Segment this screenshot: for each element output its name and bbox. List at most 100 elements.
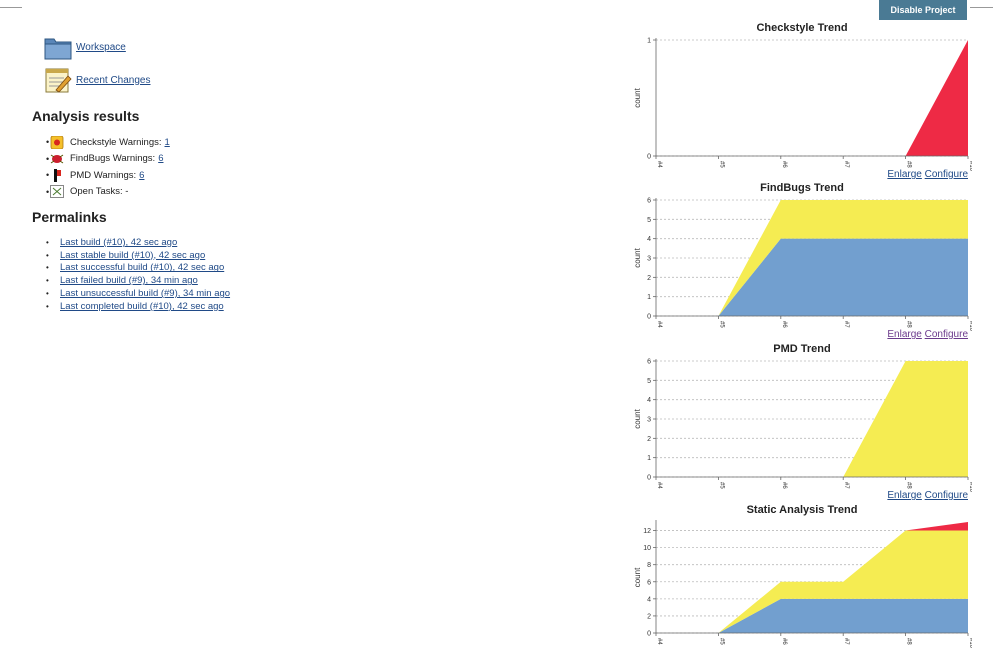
x-tick-label: #5 — [718, 638, 724, 645]
y-tick-label: 6 — [647, 579, 651, 586]
chart-title: Static Analysis Trend — [746, 504, 858, 516]
y-tick-label: 2 — [647, 436, 651, 443]
checkstyle-label: Checkstyle Warnings: — [70, 136, 162, 148]
series-area — [656, 40, 968, 156]
top-divider-right — [970, 7, 993, 8]
checkstyle-trend-plot: 0 1 #4 #5 #6 #7 #8 #10 count — [633, 38, 972, 172]
folder-icon — [44, 38, 72, 60]
permalink-last-completed-build[interactable]: Last completed build (#10), 42 sec ago — [60, 300, 224, 312]
y-tick-label: 1 — [647, 294, 651, 301]
static-analysis-trend-chart[interactable]: Static Analysis Trend 0 2 4 6 8 10 12 #4 #5 #6 #7 #… — [632, 503, 972, 654]
y-tick-label: 0 — [647, 154, 651, 161]
y-tick-label: 0 — [647, 475, 651, 482]
workspace-link[interactable]: Workspace — [76, 41, 126, 53]
chart-links: Enlarge Configure — [887, 490, 968, 501]
x-tick-label: #4 — [656, 321, 662, 328]
y-tick-label: 5 — [647, 217, 651, 224]
permalink-last-successful-build[interactable]: Last successful build (#10), 42 sec ago — [60, 262, 225, 274]
x-tick-label: #6 — [781, 482, 787, 489]
y-tick-label: 0 — [647, 631, 651, 638]
x-tick-label: #4 — [656, 161, 662, 168]
x-tick-label: #10 — [968, 638, 972, 649]
analysis-list: • Checkstyle Warnings: 1 • FindBugs Warn… — [32, 134, 170, 200]
x-tick-label: #6 — [781, 638, 787, 645]
analysis-item-findbugs: • FindBugs Warnings: 6 — [46, 153, 164, 165]
recent-changes-link[interactable]: Recent Changes — [76, 74, 151, 86]
permalink-last-build[interactable]: Last build (#10), 42 sec ago — [60, 236, 178, 248]
analysis-item-checkstyle: • Checkstyle Warnings: 1 — [46, 135, 170, 149]
x-tick-label: #5 — [718, 161, 724, 168]
y-tick-label: 4 — [647, 236, 651, 243]
x-tick-label: #10 — [968, 482, 972, 493]
broken-image-icon — [50, 185, 64, 199]
task-recent-changes[interactable]: Recent Changes — [44, 66, 151, 94]
x-tick-label: #5 — [718, 482, 724, 489]
y-tick-label: 3 — [647, 417, 651, 424]
disable-project-button[interactable]: Disable Project — [879, 0, 967, 20]
findbugs-count-link[interactable]: 6 — [158, 153, 164, 165]
checkstyle-icon — [50, 135, 64, 149]
y-tick-label: 2 — [647, 275, 651, 282]
y-tick-label: 8 — [647, 562, 651, 569]
y-tick-label: 10 — [643, 545, 651, 552]
series-area — [656, 361, 968, 477]
y-tick-label: 12 — [643, 528, 651, 535]
permalink-item: • Last stable build (#10), 42 sec ago — [46, 249, 206, 261]
findbugs-trend-chart[interactable]: FindBugs Trend 0 1 2 3 4 5 6 #4 #5 #6 #7 #8 #10 count… — [632, 181, 972, 345]
permalink-item: • Last build (#10), 42 sec ago — [46, 236, 178, 248]
analysis-item-open-tasks: • Open Tasks: - — [46, 185, 129, 199]
x-tick-label: #7 — [843, 161, 849, 168]
configure-link[interactable]: Configure — [924, 169, 968, 180]
pmd-trend-plot: 0 1 2 3 4 5 6 #4 #5 #6 #7 #8 #10 count — [633, 359, 972, 493]
pmd-count-link[interactable]: 6 — [139, 169, 145, 181]
pmd-icon — [54, 168, 61, 182]
permalink-last-failed-build[interactable]: Last failed build (#9), 34 min ago — [60, 275, 198, 287]
y-axis-label: count — [633, 87, 642, 107]
checkstyle-count-link[interactable]: 1 — [164, 136, 170, 148]
y-axis-label: count — [633, 408, 642, 428]
permalinks-heading: Permalinks — [32, 209, 107, 225]
x-tick-label: #5 — [718, 321, 724, 328]
top-divider-left — [0, 7, 22, 8]
enlarge-link[interactable]: Enlarge — [887, 490, 922, 501]
y-axis-label: count — [633, 567, 642, 587]
enlarge-link[interactable]: Enlarge — [887, 329, 922, 340]
notepad-icon — [45, 68, 72, 93]
permalink-last-unsuccessful-build[interactable]: Last unsuccessful build (#9), 34 min ago — [60, 288, 231, 300]
series-area — [656, 530, 968, 633]
y-tick-label: 6 — [647, 198, 651, 205]
x-tick-label: #4 — [656, 638, 662, 645]
y-tick-label: 5 — [647, 378, 651, 385]
x-tick-label: #7 — [843, 638, 849, 645]
static-analysis-trend-plot: 0 2 4 6 8 10 12 #4 #5 #6 #7 #8 #10 count — [633, 520, 972, 649]
configure-link[interactable]: Configure — [924, 329, 968, 340]
findbugs-label: FindBugs Warnings: — [70, 153, 156, 165]
series-area — [656, 200, 968, 316]
y-tick-label: 0 — [647, 314, 651, 321]
y-tick-label: 4 — [647, 397, 651, 404]
y-tick-label: 3 — [647, 256, 651, 263]
task-workspace[interactable]: Workspace — [44, 34, 126, 60]
pmd-label: PMD Warnings: — [70, 169, 137, 181]
x-tick-label: #8 — [906, 482, 912, 489]
y-tick-label: 1 — [647, 38, 651, 45]
y-tick-label: 1 — [647, 455, 651, 462]
x-tick-label: #8 — [906, 161, 912, 168]
x-tick-label: #10 — [968, 321, 972, 332]
configure-link[interactable]: Configure — [924, 490, 968, 501]
x-tick-label: #10 — [968, 161, 972, 172]
enlarge-link[interactable]: Enlarge — [887, 169, 922, 180]
x-tick-label: #8 — [906, 638, 912, 645]
checkstyle-trend-chart[interactable]: Checkstyle Trend 0 1 #4 #5 #6 #7 #8 #10 count En… — [632, 20, 972, 184]
series-area — [656, 238, 968, 316]
x-tick-label: #6 — [781, 321, 787, 328]
chart-title: FindBugs Trend — [760, 182, 844, 194]
permalinks-list: • Last build (#10), 42 sec ago • Last stab… — [32, 236, 230, 313]
findbugs-trend-plot: 0 1 2 3 4 5 6 #4 #5 #6 #7 #8 #10 count — [633, 198, 972, 332]
pmd-trend-chart[interactable]: PMD Trend 0 1 2 3 4 5 6 #4 #5 #6 #7 #8 #10 count Enla… — [632, 342, 972, 506]
chart-links: Enlarge Configure — [887, 169, 968, 180]
x-tick-label: #8 — [906, 321, 912, 328]
permalink-last-stable-build[interactable]: Last stable build (#10), 42 sec ago — [60, 249, 206, 261]
permalink-item: • Last completed build (#10), 42 sec ago — [46, 300, 224, 312]
y-tick-label: 4 — [647, 596, 651, 603]
